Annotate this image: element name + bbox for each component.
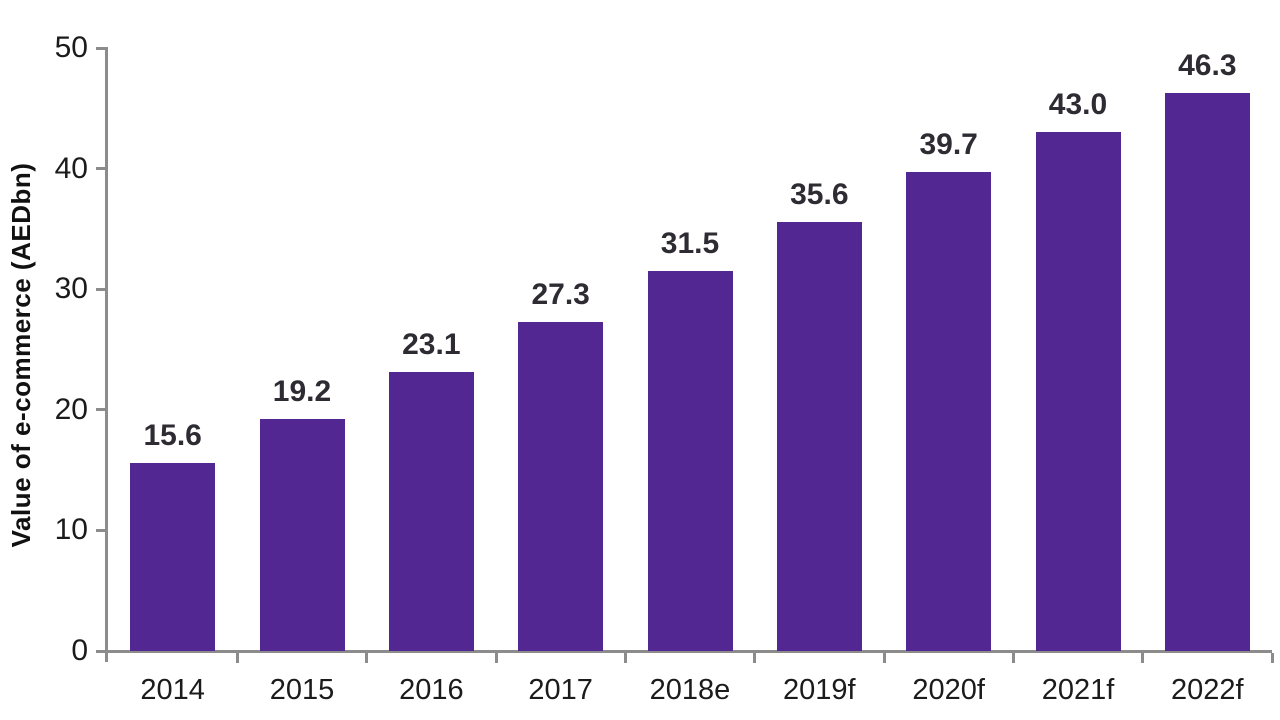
- bar-value-label: 39.7: [919, 128, 978, 162]
- x-axis-line: [105, 650, 1272, 653]
- x-axis-category-label: 2022f: [1171, 674, 1244, 706]
- x-axis-tick: [1141, 653, 1145, 663]
- bar: [776, 221, 862, 651]
- y-axis-line: [105, 48, 108, 662]
- y-axis-tick: [96, 287, 108, 291]
- bar-value-label: 35.6: [790, 177, 849, 211]
- y-axis-tick: [96, 46, 108, 50]
- x-axis-tick: [623, 653, 627, 663]
- y-axis-tick-label: 30: [54, 272, 88, 306]
- bar: [518, 321, 604, 651]
- x-axis-category-label: 2021f: [1041, 674, 1115, 706]
- y-axis-tick-label: 0: [71, 634, 88, 667]
- x-axis-category-label: 2015: [269, 674, 335, 706]
- x-axis-category-label: 2014: [140, 674, 205, 706]
- x-axis-category-label: 2019f: [783, 674, 856, 706]
- x-axis-tick: [753, 653, 757, 663]
- y-axis-tick-label: 10: [54, 513, 88, 547]
- x-axis-category-label: 2018e: [649, 674, 731, 706]
- bar-value-label: 19.2: [272, 375, 332, 409]
- y-axis-title: Value of e-commerce (AEDbn): [6, 162, 36, 548]
- x-axis-tick: [882, 653, 886, 663]
- bar: [906, 172, 992, 651]
- plot-area: 0 10 20 30 40 50 15.6 2014 19.2 2015 23.1 2016 27.3 2…: [55, 31, 1274, 706]
- x-axis-tick: [494, 653, 498, 663]
- y-axis-tick-label: 50: [54, 31, 88, 64]
- bar: [1164, 92, 1250, 651]
- bar: [1035, 132, 1121, 651]
- bar-value-label: 23.1: [402, 328, 461, 362]
- y-axis-tick: [96, 528, 108, 532]
- bar-value-label: 27.3: [531, 277, 590, 311]
- y-axis-tick: [96, 167, 108, 171]
- bar: [388, 372, 474, 651]
- x-axis-tick: [1270, 653, 1274, 663]
- y-axis-tick: [96, 649, 108, 653]
- y-axis-tick: [96, 408, 108, 412]
- x-axis-category-label: 2016: [399, 674, 464, 706]
- y-axis-tick-label: 40: [54, 151, 88, 185]
- bar: [130, 462, 216, 651]
- x-axis-category-label: 2017: [528, 674, 593, 706]
- x-axis-tick: [1011, 653, 1015, 663]
- x-axis-tick: [365, 653, 369, 663]
- bar-value-label: 46.3: [1178, 48, 1237, 82]
- bar: [647, 271, 733, 651]
- bar: [259, 419, 345, 651]
- x-axis-tick: [235, 653, 239, 663]
- y-axis-tick-label: 20: [54, 392, 88, 426]
- x-axis-category-label: 2020f: [912, 674, 985, 706]
- bar-value-label: 15.6: [143, 418, 202, 452]
- bar-value-label: 31.5: [660, 227, 720, 261]
- bar-value-label: 43.0: [1048, 88, 1108, 122]
